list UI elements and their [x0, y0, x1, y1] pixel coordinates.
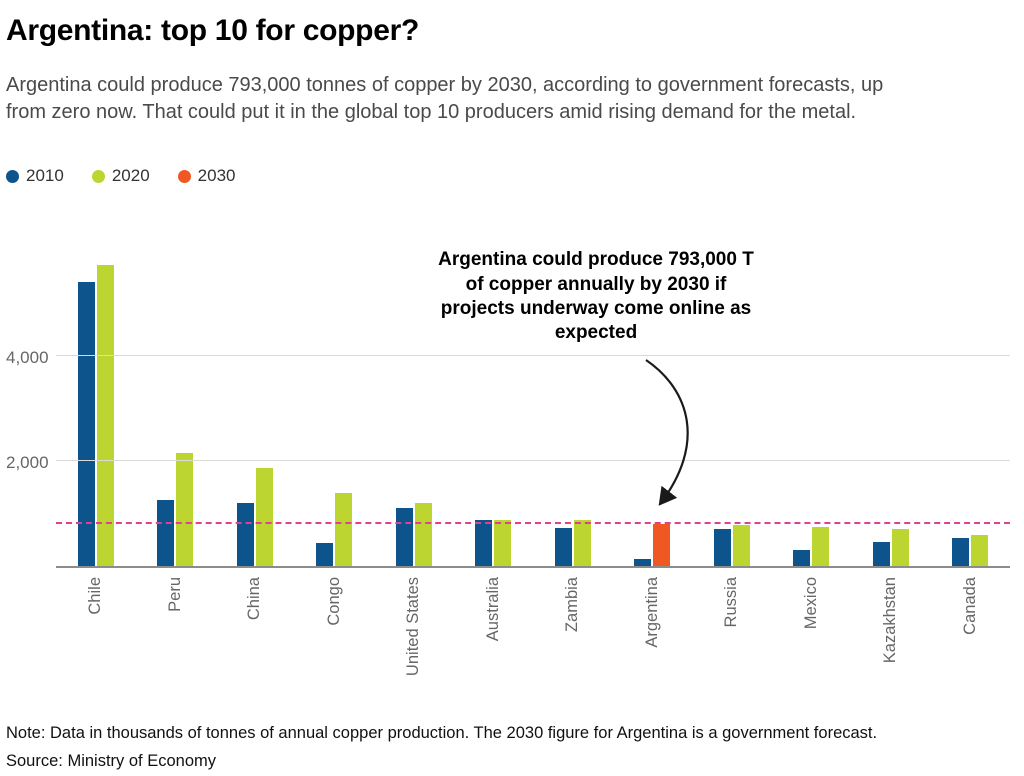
x-label-slot-Russia: Russia — [692, 568, 772, 710]
bar-Canada-2010 — [952, 538, 970, 567]
legend-label: 2030 — [197, 166, 236, 186]
annotation-line-3: projects underway come online as — [440, 298, 752, 319]
bar-group-Australia — [454, 248, 534, 567]
x-label-slot-Argentina: Argentina — [613, 568, 693, 710]
x-axis-label-Kazakhstan: Kazakhstan — [881, 577, 900, 664]
bar-China-2020 — [255, 468, 273, 567]
chart-footer: Note: Data in thousands of tonnes of ann… — [6, 724, 1010, 771]
gridline-4000 — [56, 355, 1010, 357]
annotation-callout: Argentina could produce 793,000 T of cop… — [372, 248, 820, 345]
bar-group-Russia — [692, 248, 772, 567]
x-label-slot-United States: United States — [374, 568, 454, 710]
bar-group-Kazakhstan — [851, 248, 931, 567]
bars-container — [56, 248, 1011, 567]
y-axis-tick-2000: 2,000 — [6, 453, 49, 473]
bar-Kazakhstan-2020 — [891, 529, 909, 567]
legend-label: 2020 — [111, 166, 150, 186]
bar-Congo-2020 — [335, 493, 353, 567]
bar-Mexico-2020 — [812, 527, 830, 567]
bar-Argentina-2010 — [634, 559, 652, 567]
bar-Chile-2020 — [96, 265, 114, 567]
bar-Russia-2020 — [732, 525, 750, 567]
bar-United States-2020 — [414, 503, 432, 567]
plot-area — [56, 248, 1011, 569]
bar-Peru-2010 — [157, 500, 175, 567]
x-axis-label-Zambia: Zambia — [563, 577, 582, 633]
x-label-slot-Canada: Canada — [931, 568, 1011, 710]
x-axis-label-United States: United States — [404, 577, 423, 677]
x-label-slot-Chile: Chile — [56, 568, 136, 710]
bar-Chile-2010 — [77, 282, 95, 567]
bar-Canada-2020 — [971, 535, 989, 567]
x-axis-label-Mexico: Mexico — [801, 577, 820, 630]
bar-Australia-2010 — [475, 520, 493, 567]
x-axis-label-Peru: Peru — [165, 577, 184, 613]
legend-item-2020: 2020 — [91, 166, 150, 186]
annotation-line-1: Argentina could produce 793,000 T — [438, 249, 754, 271]
legend-item-2010: 2010 — [6, 166, 64, 186]
x-axis-labels: Chile Peru China Congo United States Australi… — [56, 568, 1010, 710]
bar-group-China — [215, 248, 295, 567]
x-axis-label-Chile: Chile — [86, 577, 105, 615]
footnote: Note: Data in thousands of tonnes of ann… — [6, 724, 878, 743]
x-label-slot-Congo: Congo — [295, 568, 375, 710]
bar-Peru-2020 — [176, 453, 194, 567]
x-label-slot-Australia: Australia — [454, 568, 534, 710]
page-title: Argentina: top 10 for copper? — [6, 14, 419, 47]
bar-Argentina-2030 — [653, 524, 671, 567]
annotation-line-2: of copper annually by 2030 if — [465, 273, 727, 295]
bar-Russia-2010 — [713, 529, 731, 567]
x-label-slot-Peru: Peru — [136, 568, 216, 710]
x-label-slot-Zambia: Zambia — [533, 568, 613, 710]
bar-China-2010 — [236, 503, 254, 567]
bar-group-Canada — [931, 248, 1011, 567]
bar-Zambia-2020 — [573, 520, 591, 567]
bar-Kazakhstan-2010 — [872, 542, 890, 567]
bar-chart: Chile Peru China Congo United States Australi… — [6, 248, 1010, 710]
bar-Zambia-2010 — [554, 528, 572, 567]
legend-item-2030: 2030 — [177, 166, 236, 186]
bar-United States-2010 — [395, 508, 413, 567]
x-axis-label-Russia: Russia — [722, 577, 741, 628]
x-axis-label-Argentina: Argentina — [642, 577, 661, 649]
x-axis-label-Australia: Australia — [483, 577, 502, 642]
bar-Congo-2010 — [316, 543, 334, 567]
bar-group-Peru — [136, 248, 216, 567]
legend-dot-icon — [91, 169, 105, 183]
x-axis-label-China: China — [245, 577, 264, 621]
x-label-slot-Kazakhstan: Kazakhstan — [851, 568, 931, 710]
reference-line-793 — [56, 522, 1010, 525]
page-subtitle: Argentina could produce 793,000 tonnes o… — [6, 72, 1010, 126]
source-line: Source: Ministry of Economy — [6, 752, 216, 771]
bar-group-Mexico — [772, 248, 852, 567]
bar-Australia-2020 — [494, 520, 512, 567]
bar-group-Congo — [295, 248, 375, 567]
bar-group-Zambia — [533, 248, 613, 567]
y-axis-tick-4000: 4,000 — [6, 348, 49, 368]
x-label-slot-China: China — [215, 568, 295, 710]
x-axis-label-Canada: Canada — [960, 577, 979, 636]
annotation-line-4: expected — [554, 322, 638, 344]
bar-Mexico-2010 — [793, 550, 811, 567]
legend-dot-icon — [177, 169, 191, 183]
x-label-slot-Mexico: Mexico — [772, 568, 852, 710]
chart-legend: 2010 2020 2030 — [6, 166, 1010, 186]
legend-dot-icon — [6, 169, 19, 183]
bar-group-Argentina — [613, 248, 693, 567]
legend-label: 2010 — [26, 166, 64, 186]
subtitle-line-2: from zero now. That could put it in the … — [6, 101, 857, 124]
x-axis-label-Congo: Congo — [324, 577, 343, 626]
bar-group-Chile — [56, 248, 136, 567]
gridline-2000 — [56, 460, 1010, 462]
subtitle-line-1: Argentina could produce 793,000 tonnes o… — [6, 74, 884, 96]
